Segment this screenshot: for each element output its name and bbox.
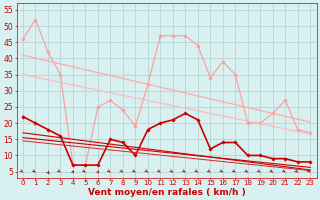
X-axis label: Vent moyen/en rafales ( km/h ): Vent moyen/en rafales ( km/h ) [88,188,245,197]
